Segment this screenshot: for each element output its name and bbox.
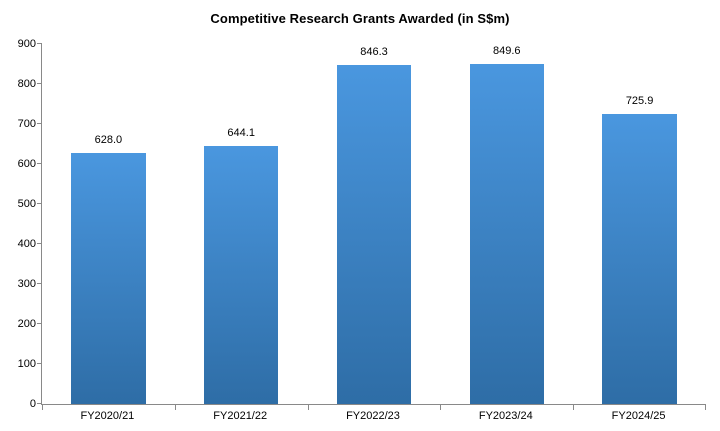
- bar-value-label: 628.0: [94, 133, 123, 146]
- y-axis: 0 100 200 300 400 500 600 700 800 900: [0, 38, 36, 410]
- x-tick-label: FY2022/23: [346, 410, 400, 422]
- bar: [469, 64, 544, 404]
- x-tick-label: FY2020/21: [80, 410, 135, 422]
- bar: [336, 65, 412, 404]
- y-tick-label: 100: [17, 357, 36, 370]
- bar-value-label: 846.3: [360, 46, 388, 59]
- x-tick-mark: [440, 405, 442, 410]
- bar-slot: 628.0: [42, 44, 175, 404]
- y-tick-label: 900: [17, 38, 36, 50]
- x-tick-mark: [573, 405, 575, 410]
- y-tick-label: 0: [29, 398, 36, 410]
- y-tick-label: 200: [17, 318, 36, 330]
- x-tick-label: FY2023/24: [478, 410, 533, 422]
- plot-area: 628.0 644.1 846.3 849.6 725.9: [37, 43, 706, 410]
- bar: [71, 152, 146, 404]
- bar-slot: 846.3: [308, 44, 441, 404]
- y-tick-mark: [37, 162, 42, 164]
- bar-value-label: 849.6: [493, 45, 521, 58]
- x-tick-mark: [174, 405, 176, 410]
- chart-title: Competitive Research Grants Awarded (in …: [210, 11, 510, 26]
- x-tick-label: FY2021/22: [213, 410, 268, 422]
- bar: [204, 146, 279, 404]
- bar-value-label: 644.1: [227, 127, 255, 140]
- y-tick-label: 500: [17, 197, 36, 210]
- bar-slot: 644.1: [175, 44, 308, 404]
- x-axis-labels: FY2020/21 FY2021/22 FY2022/23 FY2023/24 FY20…: [41, 410, 705, 422]
- x-tick-mark: [42, 405, 43, 410]
- y-tick-label: 300: [17, 278, 36, 290]
- y-tick-mark: [37, 122, 42, 124]
- x-tick-mark: [705, 405, 706, 410]
- y-tick-mark: [37, 202, 42, 204]
- y-tick-mark: [37, 403, 42, 404]
- bar-slot: 849.6: [440, 44, 573, 404]
- y-tick-label: 600: [17, 158, 36, 170]
- bar-value-label: 725.9: [625, 94, 654, 107]
- y-tick-mark: [37, 323, 42, 324]
- y-tick-mark: [37, 43, 42, 44]
- bar-series: 628.0 644.1 846.3 849.6 725.9: [42, 44, 706, 404]
- bar-slot: 725.9: [573, 44, 706, 404]
- bar: [602, 113, 677, 404]
- y-tick-label: 800: [17, 77, 36, 90]
- y-tick-label: 400: [17, 238, 36, 250]
- y-tick-mark: [37, 362, 42, 364]
- y-tick-label: 700: [17, 117, 36, 130]
- x-tick-mark: [307, 405, 309, 410]
- x-tick-label: FY2024/25: [611, 410, 666, 422]
- y-tick-mark: [37, 243, 42, 244]
- y-tick-mark: [37, 82, 42, 84]
- y-tick-mark: [37, 282, 42, 284]
